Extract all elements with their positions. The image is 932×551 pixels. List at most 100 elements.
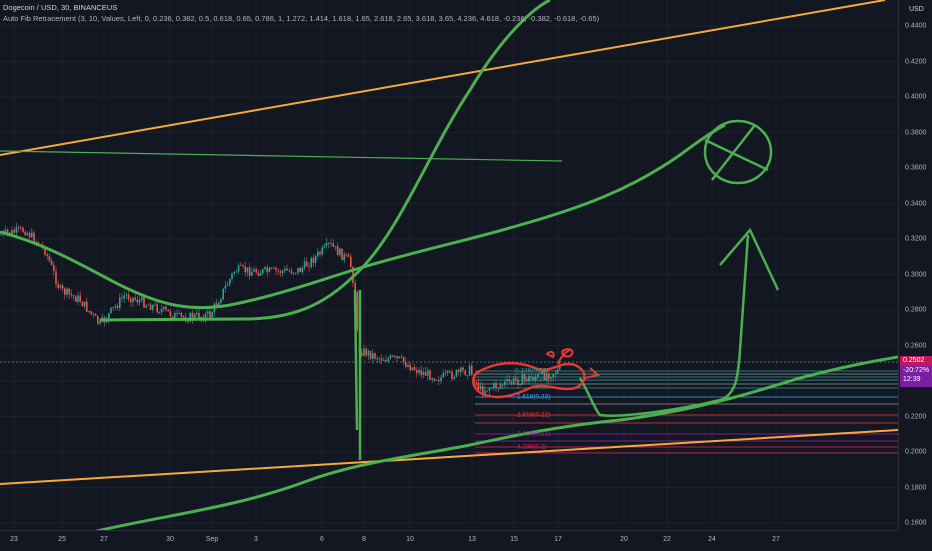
candle-body xyxy=(196,312,198,315)
green-trend-ray[interactable] xyxy=(0,150,563,162)
time-tick: 13 xyxy=(468,536,476,543)
candle-body xyxy=(453,376,455,379)
candle-body xyxy=(345,254,348,256)
candle-body xyxy=(169,311,172,317)
candle-body xyxy=(266,267,268,273)
candle-body xyxy=(554,373,557,375)
candle-body xyxy=(193,314,196,319)
candle-body xyxy=(31,232,33,238)
candle-body xyxy=(257,272,260,276)
candle-body xyxy=(490,387,493,389)
candle-body xyxy=(365,348,367,356)
candle-body xyxy=(440,377,442,382)
candle-body xyxy=(81,301,84,307)
candle-body xyxy=(191,312,194,319)
candle-body xyxy=(94,314,97,316)
candle-body xyxy=(207,311,209,314)
candle-body xyxy=(543,370,546,380)
candle-body xyxy=(376,358,378,360)
candle-body xyxy=(347,255,350,257)
candle-body xyxy=(519,384,521,386)
target-circle-drawing[interactable] xyxy=(703,119,773,185)
candle-body xyxy=(143,297,145,308)
price-axis[interactable]: USD 0.4400 0.4200 0.4000 0.3800 0.3600 0.3400… xyxy=(898,0,932,530)
current-price-badge: 0.2502 xyxy=(900,356,932,367)
candle-body xyxy=(244,266,246,273)
time-axis[interactable]: 23 25 27 30 Sep 3 6 8 10 13 15 17 20 22 24 27 xyxy=(0,530,898,551)
time-tick: 8 xyxy=(362,536,366,543)
candle-body xyxy=(158,312,161,313)
candle-body xyxy=(176,312,178,314)
candle-body xyxy=(532,377,535,380)
candle-body xyxy=(17,227,20,229)
chart-area[interactable]: Dogecoin / USD, 30, BINANCEUS Auto Fib R… xyxy=(0,0,898,530)
time-tick: 17 xyxy=(554,536,562,543)
candle-body xyxy=(222,288,224,300)
chart-canvas[interactable] xyxy=(0,0,898,530)
candle-body xyxy=(154,304,156,306)
candle-body xyxy=(75,296,77,302)
time-tick: 30 xyxy=(166,536,174,543)
red-wave-drawing[interactable] xyxy=(472,362,586,399)
time-tick: 25 xyxy=(58,536,66,543)
candle-body xyxy=(418,369,420,373)
candle-body xyxy=(424,371,427,376)
trendline-upper[interactable] xyxy=(0,0,886,156)
time-tick: 22 xyxy=(663,536,671,543)
candle-body xyxy=(145,305,147,308)
candle-body xyxy=(495,382,497,389)
candle-body xyxy=(218,302,220,306)
candle-body xyxy=(119,297,121,308)
candle-body xyxy=(64,288,66,295)
price-candles xyxy=(0,222,561,399)
candle-body xyxy=(55,271,57,285)
candle-body xyxy=(482,385,484,394)
price-tick: 0.3600 xyxy=(905,164,927,172)
arrow-head-drawing[interactable] xyxy=(719,227,780,291)
candle-body xyxy=(281,270,284,274)
candle-body xyxy=(477,382,480,390)
candle-body xyxy=(211,312,213,318)
candle-body xyxy=(356,292,359,330)
candle-body xyxy=(512,378,515,384)
candle-body xyxy=(530,376,532,378)
candle-body xyxy=(11,229,13,235)
candle-body xyxy=(429,370,431,380)
candle-body xyxy=(400,356,403,358)
candle-body xyxy=(438,379,440,382)
candle-body xyxy=(189,312,191,322)
candle-body xyxy=(20,227,22,229)
candle-body xyxy=(394,356,396,357)
spike-drawing[interactable] xyxy=(353,289,362,460)
red-wave-tail[interactable] xyxy=(545,348,601,379)
candle-body xyxy=(237,265,240,272)
candle-body xyxy=(90,311,92,314)
candle-body xyxy=(112,307,114,309)
candle-body xyxy=(28,232,31,238)
indicator-legend[interactable]: Auto Fib Retracement (3, 10, Values, Lef… xyxy=(3,14,600,23)
time-tick: 3 xyxy=(254,536,258,543)
candle-body xyxy=(156,304,158,313)
candle-body xyxy=(510,381,513,384)
candle-body xyxy=(215,303,218,306)
candle-body xyxy=(6,229,9,233)
candle-body xyxy=(70,294,73,296)
candle-body xyxy=(86,301,88,312)
trendline-lower[interactable] xyxy=(0,429,898,485)
candle-body xyxy=(339,248,341,256)
candle-body xyxy=(123,295,125,299)
candle-body xyxy=(160,309,163,313)
candle-body xyxy=(295,272,297,274)
candle-body xyxy=(528,376,530,382)
candle-body xyxy=(383,360,385,362)
projection-drawing[interactable] xyxy=(578,234,750,417)
candle-body xyxy=(363,348,365,356)
fib-level-label: 1.618(0.23) xyxy=(517,393,551,401)
symbol-title[interactable]: Dogecoin / USD, 30, BINANCEUS xyxy=(3,3,118,12)
price-tick: 0.2600 xyxy=(905,342,927,349)
candle-body xyxy=(341,248,343,261)
candle-body xyxy=(279,271,282,274)
candle-body xyxy=(4,229,7,232)
candle-body xyxy=(444,372,447,374)
candle-body xyxy=(301,267,304,273)
